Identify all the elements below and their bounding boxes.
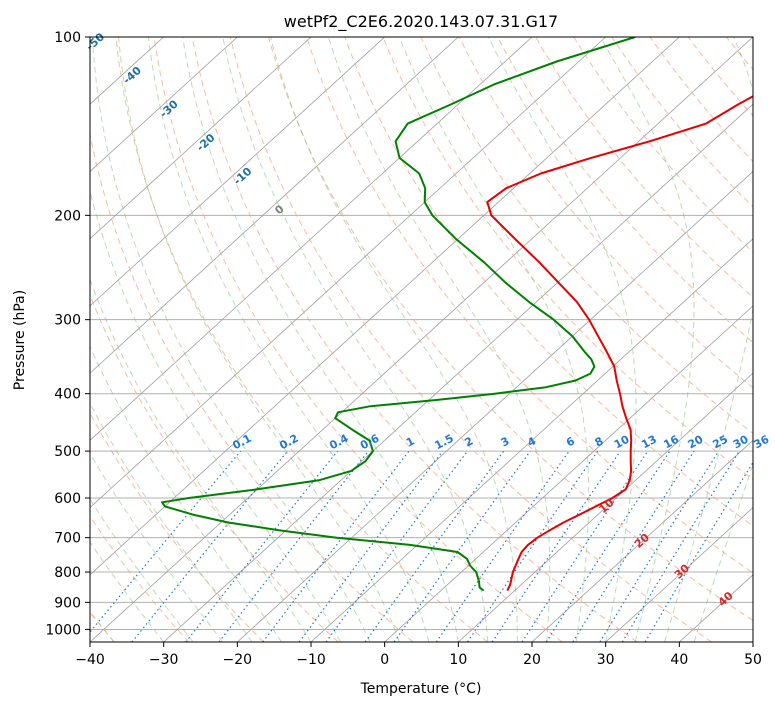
dry-adiabat-line [649,37,753,163]
mixing-ratio-line [298,450,444,642]
isotherm-line [90,37,238,172]
moist-adiabat-line [90,541,165,642]
isotherm-line [163,103,753,642]
x-tick-label: 40 [670,652,688,668]
moist-adiabat-line [664,37,753,642]
isotherm-line [90,37,385,307]
x-tick-label: 50 [744,652,762,668]
moist-adiabat-line [90,345,282,642]
x-tick-label: −30 [149,652,179,668]
mixing-ratio-label: 36 [752,433,772,452]
moist-adiabat-line [600,37,695,642]
moist-adiabat-line [398,37,590,642]
plot-frame [89,36,754,643]
dry-adiabat-line [191,37,638,642]
dry-adiabat-line [306,37,753,574]
y-tick-label: 200 [54,208,81,224]
dry-adiabat-line [153,37,563,642]
mixing-ratio-label: 20 [686,433,706,452]
y-tick-label: 100 [54,30,81,46]
background-grid-lines [90,37,753,642]
y-tick-label: 900 [54,595,81,611]
mixing-ratio-line [644,461,753,642]
isotherm-line [458,372,753,642]
x-tick-label: −40 [75,652,105,668]
isotherm-line [237,170,753,642]
isotherm-line [605,507,753,642]
y-tick-label: 300 [54,313,81,329]
y-tick-label: 1000 [45,622,81,638]
dry-adiabat-line [344,37,753,527]
moist-adiabat-line [270,37,518,642]
isotherm-line [384,305,753,642]
moist-adiabat-line [90,189,341,642]
dry-adiabat-line [420,37,753,434]
mixing-ratio-label: 16 [661,433,681,452]
mixing-ratio-line [572,450,695,642]
x-tick-label: 20 [523,652,541,668]
moist-adiabat-line [90,452,223,642]
dewpoint-profile-line [161,37,636,592]
mixing-ratio-line [131,450,289,642]
dry-adiabat-line [229,37,712,642]
dry-adiabat-line [268,37,753,622]
mixing-ratio-line [90,450,242,634]
moist-adiabat-line [693,462,753,642]
sounding-profiles [161,37,753,592]
y-tick-label: 800 [54,565,81,581]
mixing-ratio-line [621,450,740,642]
mixing-ratio-line [435,450,570,642]
x-tick-label: −10 [296,652,326,668]
moist-adiabat-line [182,37,459,642]
mixing-ratio-line [521,450,649,642]
chart-title: wetPf2_C2E6.2020.143.07.31.G17 [284,12,558,32]
x-tick-label: 0 [380,652,389,668]
mixing-ratio-label: 30 [731,433,751,452]
dry-adiabat-line [382,37,753,481]
mixing-ratio-line [599,450,720,642]
mixing-ratio-label: 25 [710,433,730,452]
x-tick-label: −20 [223,652,253,668]
x-tick-label: 30 [597,652,615,668]
moist-adiabat-line [90,498,194,642]
dry-adiabat-line [573,37,753,253]
dry-adiabat-line [458,37,753,389]
dry-adiabat-line [90,412,264,642]
isotherm-line [90,37,459,374]
moist-adiabat-line [222,37,489,642]
x-tick-label: 10 [449,652,467,668]
mixing-ratio-line [325,450,468,642]
moist-adiabat-line [90,402,253,642]
isotherm-line [90,37,753,642]
y-tick-label: 700 [54,531,81,547]
moist-adiabat-line [147,37,430,642]
mixing-ratio-line [364,450,505,642]
x-axis-title: Temperature (°C) [360,681,482,697]
moist-adiabat-line [487,37,637,642]
moist-adiabat-line [118,37,400,642]
isotherm-line [90,37,533,441]
mixing-ratio-line [545,450,671,642]
y-tick-label: 500 [54,444,81,460]
isotherm-line [90,37,606,509]
isotherm-line [90,37,312,240]
isotherm-line [90,37,680,576]
temperature-profile-line [486,95,753,592]
mixing-ratio-label: 10 [612,433,632,452]
y-tick-label: 400 [54,387,81,403]
mixing-ratio-label: 13 [639,433,659,452]
y-tick-label: 600 [54,491,81,507]
dry-adiabat-line [496,37,753,344]
y-axis-title: Pressure (hPa) [12,290,28,390]
mixing-ratio-line [185,450,339,642]
isotherm-line [531,439,753,642]
isotherm-line [310,238,753,642]
axes: −40 −30 −20 −10 0 10 20 30 40 50 100 200 300 400 500 60… [45,30,762,668]
dry-adiabat-line [90,131,414,642]
moist-adiabat-line [90,278,312,642]
